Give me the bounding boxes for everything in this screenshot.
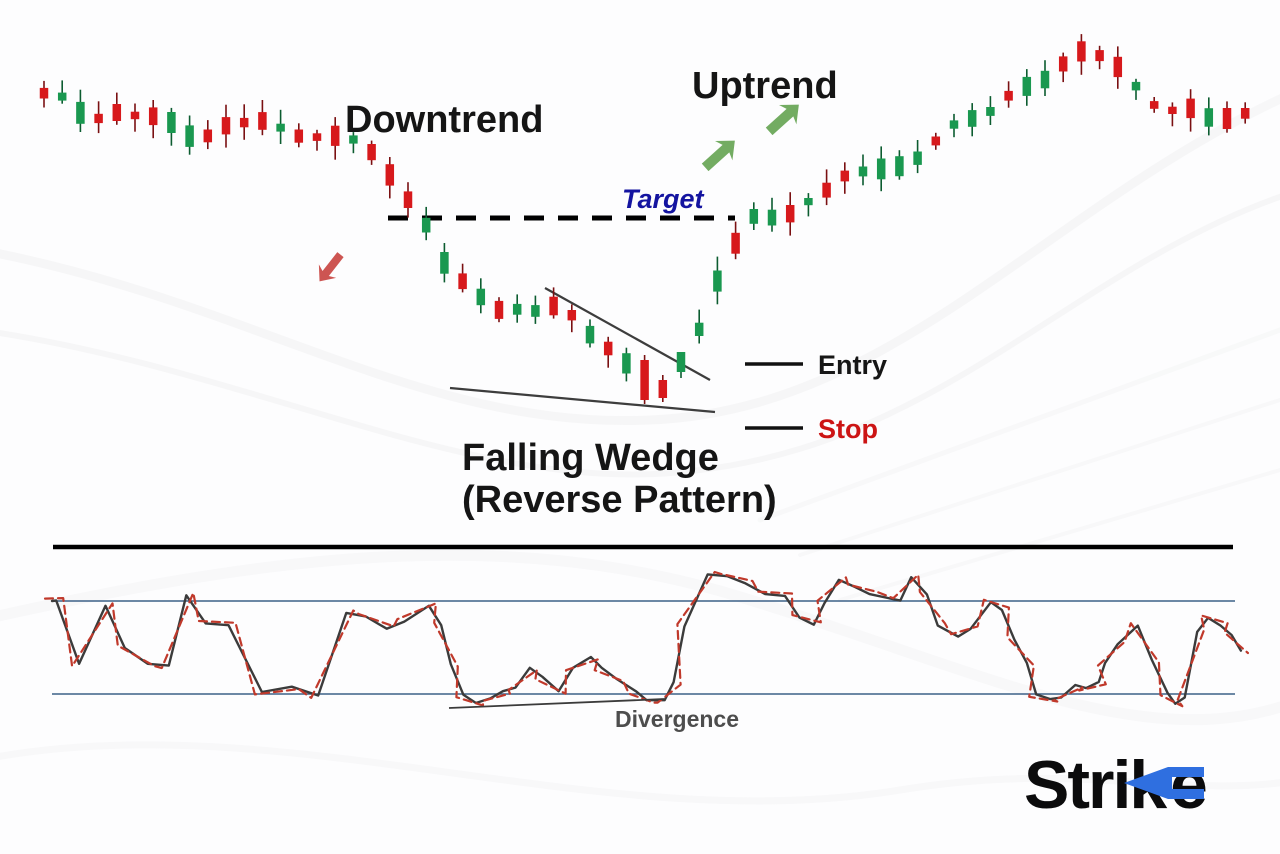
svg-text:Downtrend: Downtrend [345,99,543,141]
svg-text:Falling Wedge: Falling Wedge [462,437,719,479]
svg-text:Stop: Stop [818,414,878,444]
svg-text:Uptrend: Uptrend [692,65,838,107]
svg-text:e: e [1170,747,1208,823]
svg-text:Entry: Entry [818,350,887,380]
svg-text:Target: Target [622,184,705,214]
svg-text:(Reverse Pattern): (Reverse Pattern) [462,479,777,521]
svg-text:Divergence: Divergence [615,706,739,732]
